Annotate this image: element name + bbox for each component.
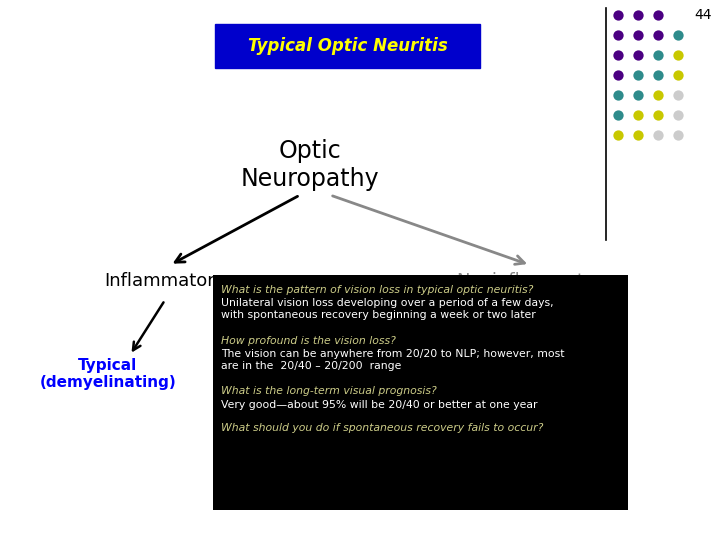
Point	[652, 91, 664, 99]
Point	[612, 11, 624, 19]
Text: 44: 44	[695, 8, 712, 22]
Point	[652, 111, 664, 119]
Point	[672, 71, 684, 79]
Point	[612, 31, 624, 39]
Point	[672, 31, 684, 39]
Point	[632, 91, 644, 99]
Point	[672, 131, 684, 139]
Point	[632, 31, 644, 39]
Point	[612, 111, 624, 119]
FancyBboxPatch shape	[215, 24, 480, 68]
Point	[632, 131, 644, 139]
Text: Noninflammatory: Noninflammatory	[456, 272, 613, 290]
Text: Typical
(demyelinating): Typical (demyelinating)	[40, 358, 176, 390]
Text: Unilateral vision loss developing over a period of a few days,
with spontaneous : Unilateral vision loss developing over a…	[221, 299, 554, 320]
Text: The vision can be anywhere from 20/20 to NLP; however, most
are in the  20/40 – : The vision can be anywhere from 20/20 to…	[221, 349, 564, 370]
Point	[612, 71, 624, 79]
Point	[652, 131, 664, 139]
Point	[632, 111, 644, 119]
Point	[652, 31, 664, 39]
Point	[612, 51, 624, 59]
Point	[612, 91, 624, 99]
Text: What is the pattern of vision loss in typical optic neuritis?: What is the pattern of vision loss in ty…	[221, 285, 534, 295]
Point	[632, 51, 644, 59]
Text: How profound is the vision loss?: How profound is the vision loss?	[221, 335, 396, 346]
Point	[672, 51, 684, 59]
Point	[652, 11, 664, 19]
Point	[672, 111, 684, 119]
Point	[652, 51, 664, 59]
Point	[652, 71, 664, 79]
Text: Optic
Neuropathy: Optic Neuropathy	[240, 139, 379, 191]
Text: Inflammatory: Inflammatory	[104, 272, 225, 290]
Text: Typical Optic Neuritis: Typical Optic Neuritis	[248, 37, 447, 55]
Point	[632, 11, 644, 19]
Text: What is the long-term visual prognosis?: What is the long-term visual prognosis?	[221, 386, 437, 396]
Point	[632, 71, 644, 79]
Text: What should you do if spontaneous recovery fails to occur?: What should you do if spontaneous recove…	[221, 423, 544, 433]
FancyBboxPatch shape	[213, 275, 628, 510]
Text: Very good—about 95% will be 20/40 or better at one year: Very good—about 95% will be 20/40 or bet…	[221, 400, 538, 409]
Point	[672, 91, 684, 99]
Point	[612, 131, 624, 139]
